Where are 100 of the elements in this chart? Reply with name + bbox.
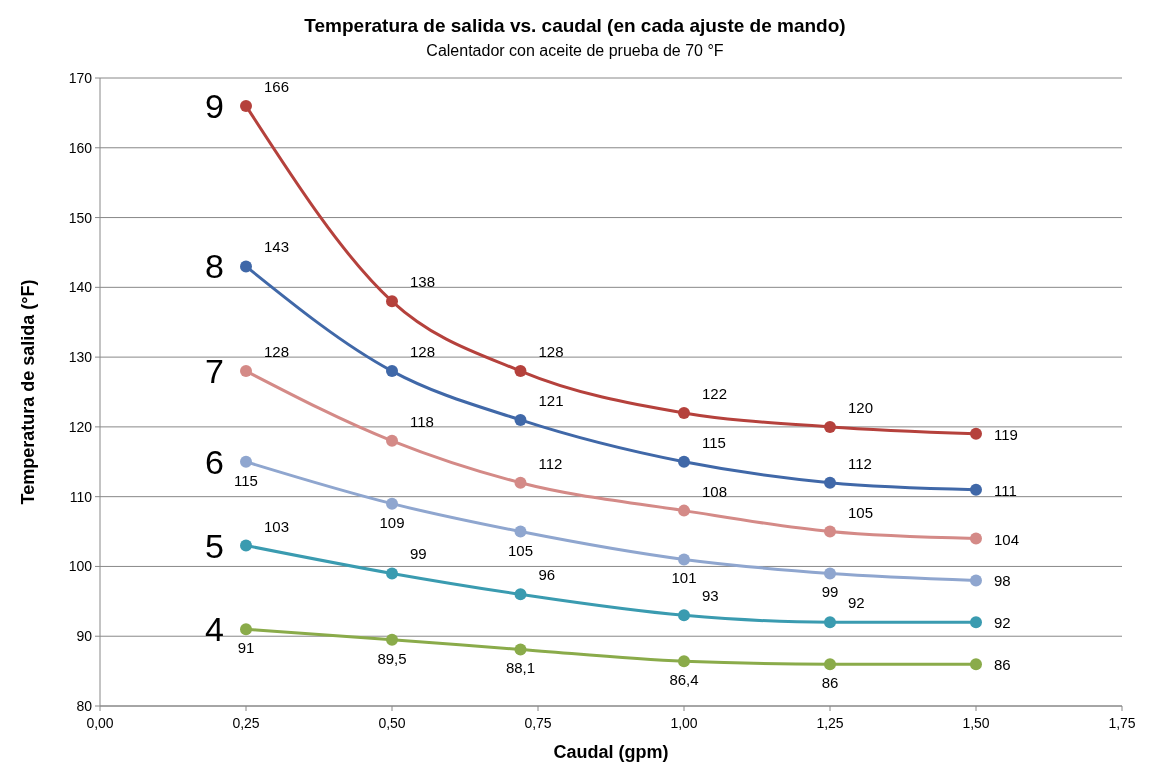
data-label: 109	[379, 513, 405, 531]
chart-subtitle: Calentador con aceite de prueba de 70 °F	[426, 42, 724, 59]
point	[240, 623, 252, 636]
point	[386, 567, 398, 580]
point	[514, 525, 527, 538]
data-label: 98	[994, 572, 1011, 590]
point	[514, 413, 527, 426]
point	[970, 658, 982, 671]
point	[678, 504, 690, 517]
point	[824, 567, 836, 580]
point	[678, 455, 690, 468]
point	[824, 525, 836, 538]
data-label: 103	[264, 517, 290, 535]
data-label: 112	[538, 454, 563, 472]
y-tick-label: 130	[68, 349, 93, 366]
data-label: 143	[264, 238, 290, 256]
series-label: 9	[205, 86, 224, 125]
data-label: 104	[994, 530, 1020, 548]
x-tick-label: 1,75	[1108, 715, 1136, 731]
y-tick-label: 100	[68, 558, 93, 575]
y-tick-label: 140	[68, 279, 93, 296]
data-label: 128	[538, 343, 564, 361]
point	[970, 532, 982, 545]
data-label: 86,4	[669, 671, 699, 689]
data-label: 112	[848, 454, 872, 472]
data-label: 138	[410, 273, 436, 291]
x-tick-label: 0,50	[378, 715, 406, 731]
y-tick-label: 170	[68, 70, 93, 86]
series-label: 6	[205, 442, 224, 481]
series-label: 8	[205, 247, 224, 286]
y-tick-label: 80	[76, 698, 93, 714]
point	[678, 406, 690, 419]
point	[514, 365, 527, 378]
x-tick-label: 0,75	[524, 715, 552, 731]
data-label: 105	[848, 503, 874, 521]
data-label: 128	[264, 343, 290, 361]
data-label: 111	[994, 481, 1017, 499]
y-tick-label: 110	[69, 488, 93, 505]
x-tick-label: 1,50	[962, 715, 990, 731]
data-label: 115	[702, 433, 726, 451]
data-label: 91	[237, 639, 255, 657]
y-axis-title: Temperatura de salida (°F)	[18, 279, 38, 505]
y-tick-label: 160	[68, 139, 93, 156]
data-label: 93	[702, 587, 719, 605]
data-label: 88,1	[505, 659, 536, 677]
x-tick-label: 0,00	[86, 715, 114, 731]
series-label: 4	[205, 610, 224, 649]
data-label: 118	[410, 412, 434, 430]
data-label: 108	[702, 482, 728, 500]
data-label: 122	[702, 384, 728, 402]
point	[678, 655, 690, 668]
point	[386, 633, 398, 646]
point	[240, 365, 252, 378]
point	[240, 260, 252, 273]
x-tick-label: 1,25	[816, 715, 844, 731]
point	[824, 476, 836, 489]
data-label: 119	[994, 425, 1018, 443]
point	[240, 99, 252, 112]
point	[386, 295, 398, 308]
x-tick-label: 1,00	[670, 715, 698, 731]
point	[386, 365, 398, 378]
point	[970, 574, 982, 587]
point	[240, 539, 252, 552]
point	[514, 588, 527, 601]
point	[678, 609, 690, 622]
point	[240, 455, 252, 468]
data-label: 86	[994, 656, 1011, 674]
series-label: 5	[205, 526, 224, 565]
data-label: 105	[507, 541, 533, 559]
data-label: 92	[994, 614, 1011, 632]
x-axis-title: Caudal (gpm)	[553, 742, 669, 762]
data-label: 99	[410, 545, 427, 563]
data-label: 120	[848, 398, 874, 416]
point	[824, 616, 836, 629]
y-tick-label: 90	[76, 628, 93, 645]
point	[514, 643, 527, 656]
chart-title: Temperatura de salida vs. caudal (en cada ajuste de mando)	[304, 15, 846, 36]
point	[386, 434, 398, 447]
series-label: 7	[205, 352, 224, 391]
point	[824, 658, 836, 671]
y-tick-label: 150	[68, 209, 93, 226]
data-label: 89,5	[377, 649, 407, 667]
point	[970, 483, 982, 496]
point	[970, 427, 982, 440]
x-tick-label: 0,25	[232, 715, 260, 731]
data-label: 96	[538, 566, 556, 584]
point	[824, 420, 836, 433]
point	[970, 616, 982, 629]
data-label: 115	[234, 471, 258, 489]
point	[514, 476, 527, 489]
data-label: 99	[821, 583, 839, 601]
data-label: 86	[821, 674, 839, 692]
data-label: 92	[848, 594, 865, 612]
y-tick-label: 120	[68, 418, 93, 435]
data-label: 101	[671, 569, 697, 587]
data-label: 121	[538, 391, 564, 409]
point	[678, 553, 690, 566]
point	[386, 497, 398, 510]
data-label: 166	[264, 77, 290, 95]
data-label: 128	[410, 343, 436, 361]
